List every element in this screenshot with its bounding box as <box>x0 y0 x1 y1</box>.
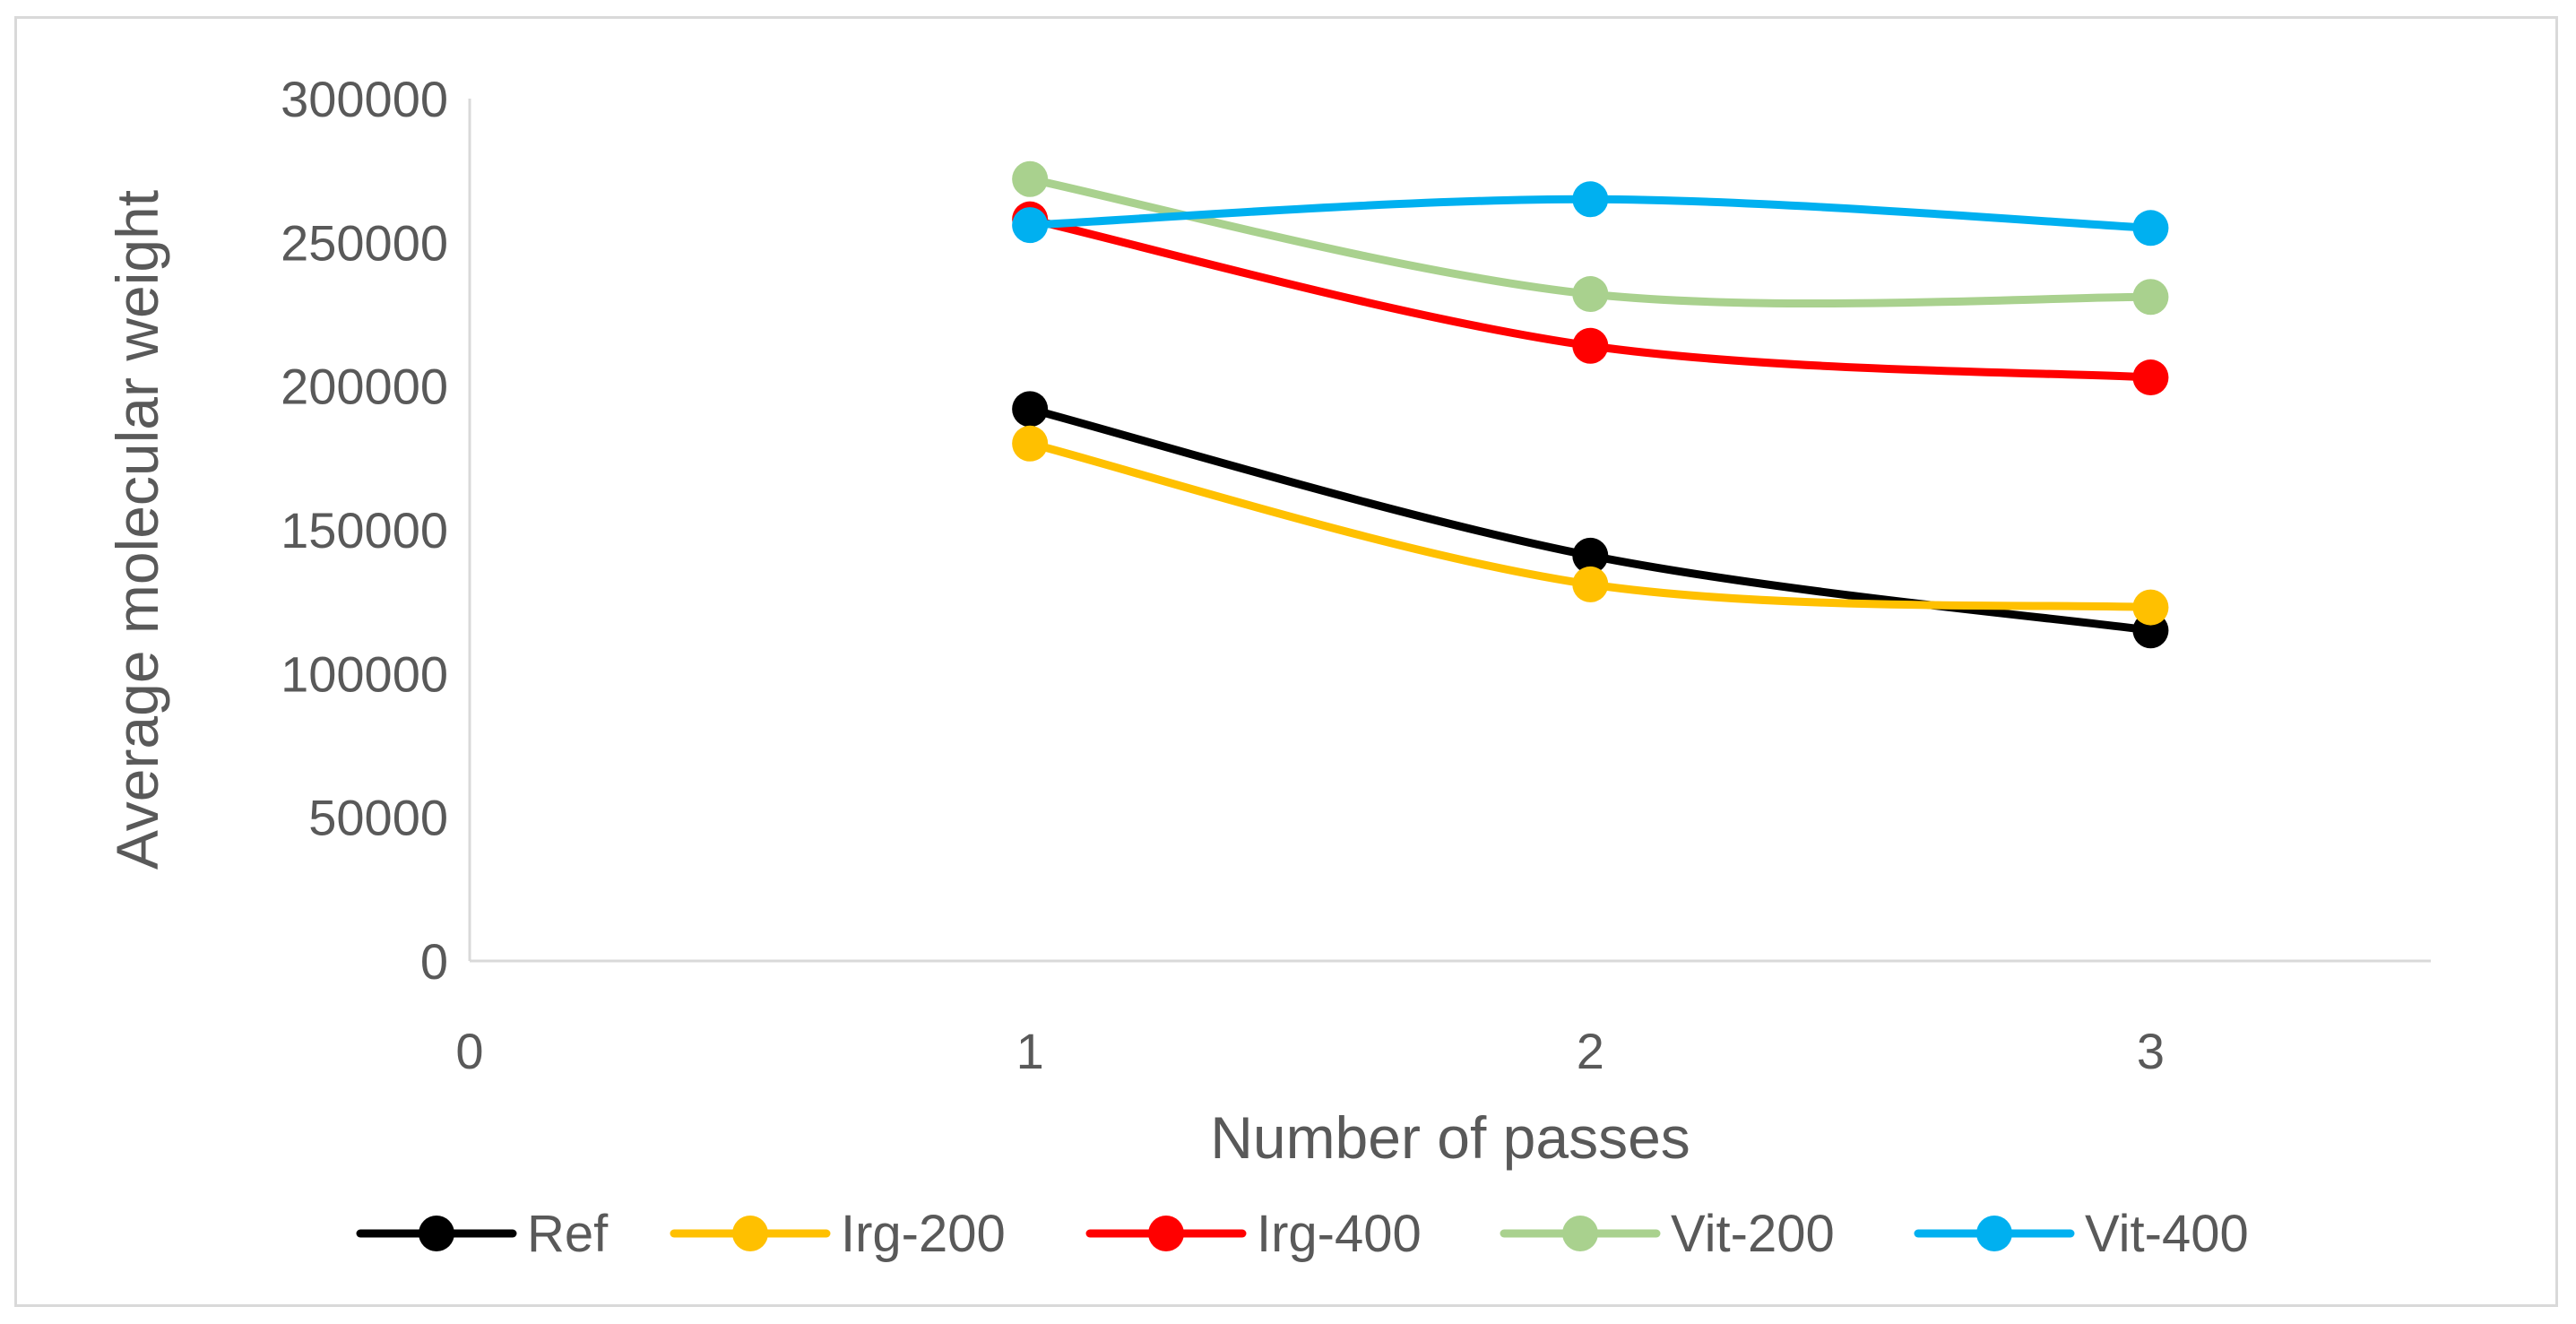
series-vit-200 <box>1012 160 2169 316</box>
data-point <box>2132 279 2169 316</box>
legend-item-irg-200: Irg-200 <box>670 1205 1006 1263</box>
legend-item-ref: Ref <box>356 1205 609 1263</box>
y-tick-label: 50000 <box>308 790 448 846</box>
data-point <box>1572 566 1609 602</box>
legend-marker <box>732 1216 768 1251</box>
legend-marker <box>1148 1216 1184 1251</box>
x-tick-label: 1 <box>1016 1023 1044 1079</box>
y-tick-label: 100000 <box>281 645 448 702</box>
x-axis-title: Number of passes <box>1210 1104 1690 1171</box>
data-point <box>1572 537 1609 574</box>
legend-label: Vit-200 <box>1671 1205 1835 1263</box>
series-layer <box>1012 160 2169 649</box>
data-point <box>2132 589 2169 626</box>
legend-label: Vit-400 <box>2085 1205 2249 1263</box>
data-point <box>1012 160 1049 197</box>
y-axis-title: Average molecular weight <box>104 190 170 870</box>
legend-item-vit-200: Vit-200 <box>1500 1205 1835 1263</box>
legend-label: Irg-200 <box>841 1205 1006 1263</box>
legend: Ref Irg-200 Irg-400 Vit-200 Vit-400 <box>356 1205 2249 1263</box>
x-tick-label: 2 <box>1577 1023 1604 1079</box>
y-axis-ticks: 0 50000 100000 150000 200000 250000 300000 <box>281 71 448 990</box>
y-tick-label: 150000 <box>281 502 448 558</box>
y-tick-label: 200000 <box>281 359 448 415</box>
legend-item-vit-400: Vit-400 <box>1914 1205 2249 1263</box>
legend-label: Ref <box>527 1205 609 1263</box>
legend-item-irg-400: Irg-400 <box>1085 1205 1422 1263</box>
series-ref <box>1012 391 2169 649</box>
data-point <box>1012 425 1049 462</box>
data-point <box>1012 207 1049 244</box>
data-point <box>2132 359 2169 396</box>
legend-marker <box>1562 1216 1598 1251</box>
data-point <box>2132 210 2169 247</box>
series-irg-200 <box>1012 425 2169 626</box>
y-tick-label: 300000 <box>281 71 448 127</box>
data-point <box>1572 276 1609 313</box>
y-tick-label: 250000 <box>281 214 448 271</box>
data-point <box>1572 181 1609 218</box>
data-point <box>1572 327 1609 364</box>
legend-label: Irg-400 <box>1257 1205 1422 1263</box>
y-tick-label: 0 <box>420 933 448 990</box>
legend-marker <box>419 1216 454 1251</box>
data-point <box>1012 391 1049 428</box>
legend-marker <box>1976 1216 2012 1251</box>
x-tick-label: 0 <box>455 1023 483 1079</box>
x-axis-ticks: 0 1 2 3 <box>455 1023 2165 1079</box>
series-vit-400 <box>1012 181 2169 247</box>
x-tick-label: 3 <box>2137 1023 2165 1079</box>
